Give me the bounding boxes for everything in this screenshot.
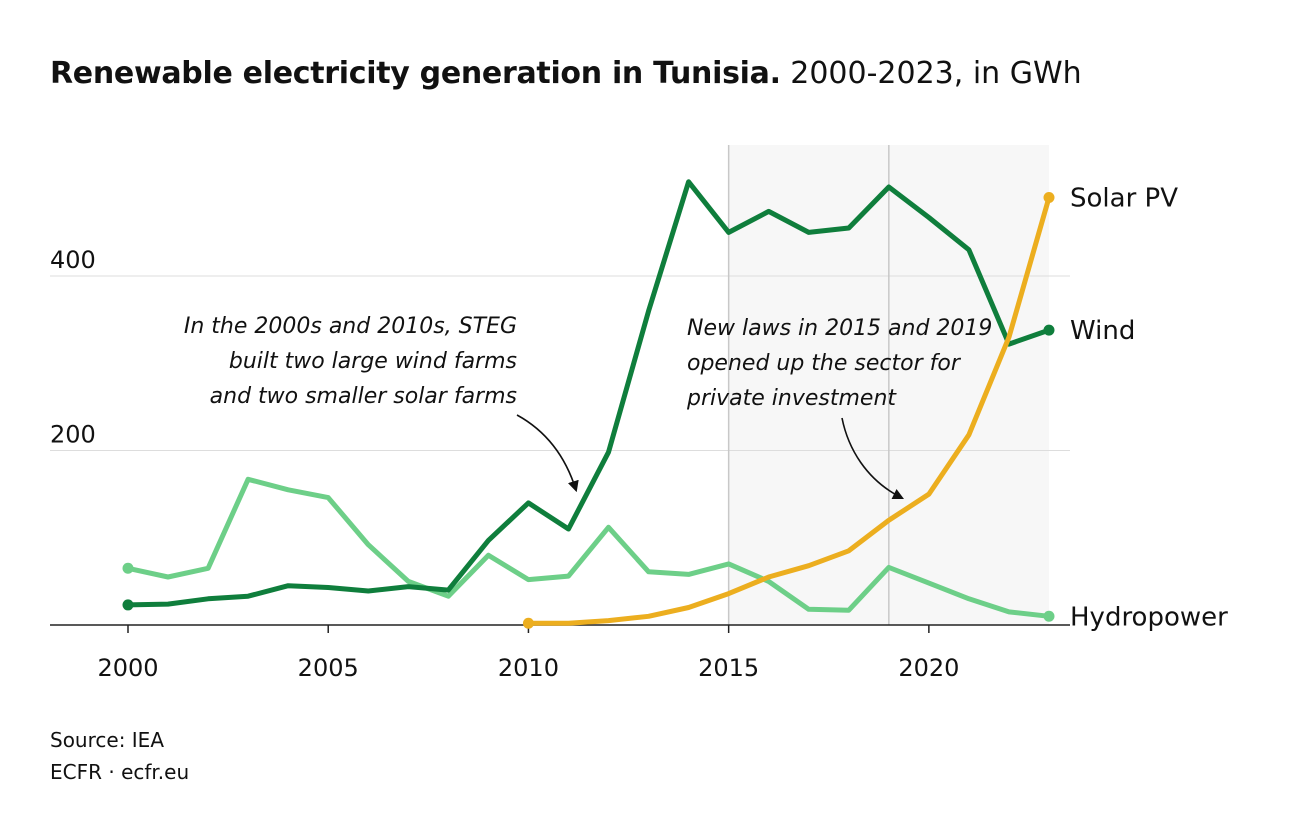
annotation-1-line-3: and two smaller solar farms <box>210 384 517 409</box>
x-tick-label-2010: 2010 <box>498 654 559 682</box>
y-tick-label-400: 400 <box>50 246 96 274</box>
series-label-wind: Wind <box>1070 316 1135 346</box>
series-start-point-hydropower <box>122 562 134 574</box>
series-line-solar-pv <box>525 195 1052 626</box>
annotation-2-line-3: private investment <box>686 386 897 411</box>
series-start-point-solar-pv <box>522 617 534 629</box>
y-tick-label-200: 200 <box>50 421 96 449</box>
annotation-2-arrow <box>841 417 905 500</box>
annotation-1-line-2: built two large wind farms <box>229 349 517 374</box>
series-end-point-hydropower <box>1043 610 1055 622</box>
credit-note: ECFR · ecfr.eu <box>50 760 190 784</box>
x-tick-label-2000: 2000 <box>97 654 158 682</box>
series-line-hydropower <box>125 476 1052 619</box>
annotation-2-line-1: New laws in 2015 and 2019 <box>687 316 992 341</box>
source-note: Source: IEA <box>50 728 165 752</box>
series-start-point-wind <box>122 599 134 611</box>
series-label-hydropower: Hydropower <box>1070 602 1228 632</box>
annotation-2-line-2: opened up the sector for <box>687 351 962 376</box>
series-label-solar-pv: Solar PV <box>1070 183 1178 213</box>
series-end-point-solar-pv <box>1043 191 1055 203</box>
series-line-wind <box>125 179 1052 608</box>
series-end-point-wind <box>1043 324 1055 336</box>
x-tick-label-2005: 2005 <box>298 654 359 682</box>
annotation-1-arrow <box>516 414 579 493</box>
chart-title: Renewable electricity generation in Tuni… <box>50 56 1082 91</box>
title-subtitle: 2000-2023, in GWh <box>790 56 1082 91</box>
annotation-1-line-1: In the 2000s and 2010s, STEG <box>184 314 517 339</box>
x-tick-label-2020: 2020 <box>898 654 959 682</box>
title-main: Renewable electricity generation in Tuni… <box>50 56 781 91</box>
x-tick-label-2015: 2015 <box>698 654 759 682</box>
